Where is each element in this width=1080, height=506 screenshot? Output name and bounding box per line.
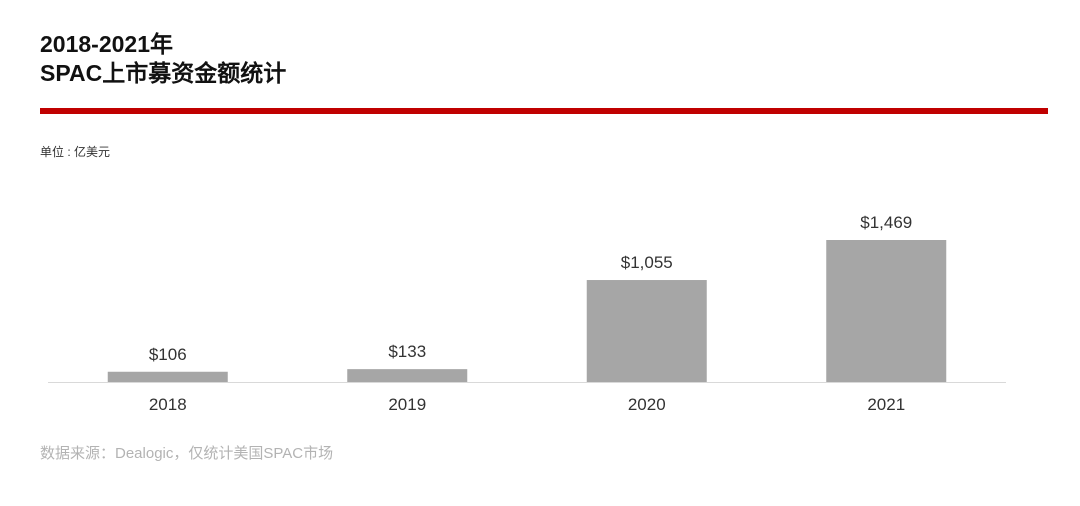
x-tick-label-2021: 2021 (867, 395, 905, 414)
title-line-1: 2018-2021年 (40, 31, 173, 57)
bar-2019 (347, 369, 468, 382)
data-label-2021: $1,469 (860, 213, 912, 232)
bar-2018 (107, 371, 228, 382)
unit-label: 单位 : 亿美元 (40, 145, 111, 159)
x-tick-label-2019: 2019 (388, 395, 426, 414)
data-label-2018: $106 (149, 345, 187, 364)
bars-group: $106 2018 $133 2019 $1,055 2020 $1,469 2021 (107, 213, 947, 414)
bar-2021 (826, 240, 947, 382)
bar-2020 (586, 280, 707, 382)
chart-title: 2018-2021年 SPAC上市募资金额统计 (40, 30, 286, 88)
data-source-note: 数据来源：Dealogic，仅统计美国SPAC市场 (40, 445, 334, 462)
x-tick-label-2018: 2018 (149, 395, 187, 414)
x-tick-label-2020: 2020 (628, 395, 666, 414)
data-label-2019: $133 (388, 342, 426, 361)
data-label-2020: $1,055 (621, 253, 673, 272)
title-divider (40, 108, 1048, 114)
title-line-2: SPAC上市募资金额统计 (40, 60, 287, 86)
